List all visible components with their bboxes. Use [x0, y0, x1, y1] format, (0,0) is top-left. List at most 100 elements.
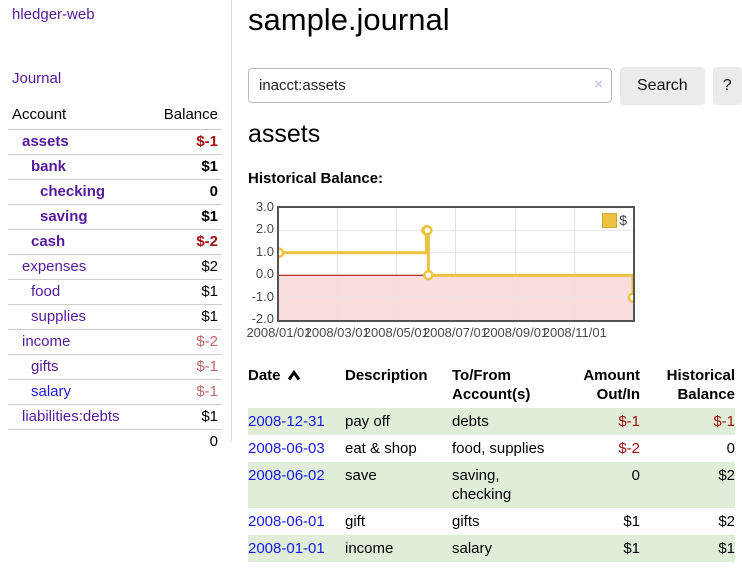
legend-swatch-icon — [602, 212, 618, 228]
account-row: salary $-1 — [8, 379, 222, 405]
account-balance: $-1 — [145, 354, 222, 380]
transaction-accounts: food, supplies — [452, 440, 545, 457]
chart-plot-area: $ — [277, 206, 635, 322]
account-row: supplies $1 — [8, 304, 222, 330]
accounts-header-row: Account Balance — [8, 102, 222, 130]
search-input[interactable] — [248, 68, 612, 103]
x-axis-tick-label: 2008/03/01 — [304, 325, 370, 340]
y-axis-tick-label: -1.0 — [251, 288, 274, 304]
sidebar-account-food[interactable]: food — [31, 283, 61, 300]
transaction-accounts: gifts — [452, 513, 480, 530]
sidebar-account-saving[interactable]: saving — [40, 208, 88, 225]
register-header-tofrom: To/From Account(s) — [452, 367, 531, 403]
account-row: income $-2 — [8, 329, 222, 355]
transaction-description: eat & shop — [345, 440, 417, 457]
main-content: sample.journal × Search ? assets Histori… — [246, 0, 742, 582]
chart-legend: $ — [600, 211, 629, 229]
transaction-date-link[interactable]: 2008-06-02 — [248, 467, 325, 484]
sidebar-item-journal[interactable]: Journal — [12, 70, 62, 87]
x-axis-tick-label: 2008/05/01 — [363, 325, 429, 340]
chart-canvas — [279, 208, 633, 320]
account-heading: assets — [248, 120, 321, 148]
account-row: liabilities:debts $1 — [8, 404, 222, 430]
register-header-row: Date Description To/From Account(s) Amoun… — [248, 360, 735, 408]
transaction-date-link[interactable]: 2008-06-03 — [248, 440, 325, 457]
sidebar-account-supplies[interactable]: supplies — [31, 308, 87, 325]
transaction-date-link[interactable]: 2008-12-31 — [248, 413, 325, 430]
sidebar-account-assets[interactable]: assets — [22, 133, 69, 150]
chart-title: Historical Balance: — [248, 170, 384, 187]
sidebar-account-liabilities-debts[interactable]: liabilities:debts — [22, 408, 120, 425]
transaction-date-link[interactable]: 2008-06-01 — [248, 513, 325, 530]
account-balance: $-2 — [145, 229, 222, 255]
sidebar-account-salary[interactable]: salary — [31, 383, 72, 400]
accounts-total-value: 0 — [145, 429, 222, 454]
account-balance: $2 — [145, 254, 222, 280]
sidebar: hledger-web Journal Account Balance asse… — [0, 0, 232, 454]
sidebar-account-expenses[interactable]: expenses — [22, 258, 87, 275]
sidebar-account-cash[interactable]: cash — [31, 233, 66, 250]
account-balance: $1 — [145, 204, 222, 230]
legend-label: $ — [619, 212, 627, 228]
transaction-accounts: saving,checking — [452, 467, 512, 503]
page-title: sample.journal — [248, 2, 450, 37]
help-button[interactable]: ? — [712, 67, 742, 105]
account-balance: $1 — [145, 154, 222, 180]
transaction-balance: $2 — [718, 513, 735, 530]
y-axis-tick-label: 0.0 — [255, 266, 274, 282]
register-header-amount: Amount Out/In — [583, 367, 640, 403]
transaction-amount: $1 — [623, 513, 640, 530]
account-row: saving $1 — [8, 204, 222, 230]
account-balance: $-1 — [145, 129, 222, 155]
transaction-accounts: debts — [452, 413, 489, 430]
x-axis-tick-label: 2008/11/01 — [542, 325, 607, 340]
transaction-description: save — [345, 467, 377, 484]
sidebar-account-gifts[interactable]: gifts — [31, 358, 59, 375]
register-header-description: Description — [345, 367, 428, 384]
x-axis-tick-label: 2008/09/01 — [483, 325, 549, 340]
y-axis-tick-label: 3.0 — [255, 199, 274, 214]
transaction-row: 2008-06-02 save saving,checking 0 $2 — [248, 462, 735, 508]
accounts-header-balance: Balance — [163, 106, 218, 123]
y-axis-tick-label: 2.0 — [255, 221, 274, 237]
register-header-balance: Historical Balance — [666, 367, 735, 403]
search-button[interactable]: Search — [620, 67, 705, 105]
sort-ascending-icon — [287, 369, 300, 381]
accounts-total-row: 0 — [8, 429, 222, 454]
transaction-balance: $-1 — [713, 413, 735, 430]
transaction-amount: $-2 — [618, 440, 640, 457]
y-axis-tick-label: -2.0 — [251, 311, 274, 326]
transaction-amount: $-1 — [618, 413, 640, 430]
transaction-date-link[interactable]: 2008-01-01 — [248, 540, 325, 557]
sidebar-account-bank[interactable]: bank — [31, 158, 67, 175]
search-form: × Search ? — [248, 66, 742, 106]
accounts-header-account: Account — [12, 106, 67, 123]
transaction-balance: $1 — [718, 540, 735, 557]
register-table: Date Description To/From Account(s) Amoun… — [248, 360, 735, 562]
clear-search-icon[interactable]: × — [594, 76, 603, 93]
account-balance: $-2 — [145, 329, 222, 355]
register-header-date[interactable]: Date — [248, 360, 345, 408]
transaction-amount: $1 — [623, 540, 640, 557]
transaction-amount: 0 — [631, 467, 640, 484]
transaction-accounts: salary — [452, 540, 493, 557]
account-balance: $1 — [145, 279, 222, 305]
account-row: gifts $-1 — [8, 354, 222, 380]
account-balance: $1 — [145, 404, 222, 430]
account-row: checking 0 — [8, 179, 222, 205]
brand-link[interactable]: hledger-web — [12, 6, 95, 23]
transaction-row: 2008-06-03 eat & shop food, supplies $-2 0 — [248, 435, 735, 462]
account-row: food $1 — [8, 279, 222, 305]
account-row: assets $-1 — [8, 129, 222, 155]
x-axis-tick-label: 2008/07/01 — [422, 325, 489, 340]
y-axis-tick-label: 1.0 — [255, 243, 274, 259]
transaction-description: pay off — [345, 413, 390, 430]
sidebar-account-income[interactable]: income — [22, 333, 71, 350]
transaction-row: 2008-01-01 income salary $1 $1 — [248, 535, 735, 562]
transaction-description: gift — [345, 513, 366, 530]
account-balance: $-1 — [145, 379, 222, 405]
account-row: expenses $2 — [8, 254, 222, 280]
transaction-description: income — [345, 540, 394, 557]
accounts-table: Account Balance assets $-1 bank $1 checking 0… — [8, 102, 222, 454]
sidebar-account-checking[interactable]: checking — [40, 183, 106, 200]
